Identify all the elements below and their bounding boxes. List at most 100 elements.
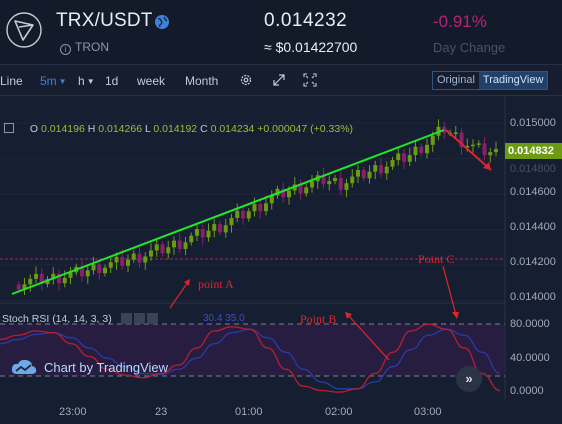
candle-body	[442, 126, 447, 133]
time-tick: 23	[155, 406, 168, 418]
tradingview-text: Chart by TradingView	[44, 359, 169, 375]
candle-body	[459, 132, 464, 148]
candle-body	[269, 195, 274, 204]
interval-5m-label: 5m	[40, 74, 57, 88]
candle-body	[310, 181, 314, 188]
arrow-point-c	[442, 265, 457, 316]
collapse-icon[interactable]	[4, 123, 14, 133]
candle-body	[212, 224, 217, 231]
candle-body	[16, 284, 21, 290]
candle-body	[183, 242, 188, 249]
arrow-point-b-head	[345, 312, 352, 319]
view-original-button[interactable]: Original	[437, 74, 475, 86]
candle-body	[413, 146, 418, 156]
candle-body	[304, 187, 309, 194]
candle-body	[321, 175, 326, 185]
tron-logo-icon	[6, 12, 42, 48]
current-price-tag: 0.014832	[505, 143, 562, 159]
candle-body	[476, 143, 481, 145]
candle-body	[177, 240, 182, 249]
chart-grid	[0, 122, 505, 301]
legend-change: +0.000047 (+0.33%)	[257, 123, 354, 135]
settings-icon[interactable]	[133, 313, 145, 324]
interval-hour[interactable]: h ▼	[78, 74, 95, 88]
pair-title: TRX/USDT	[56, 10, 153, 31]
scroll-to-realtime-button[interactable]: »	[456, 366, 482, 392]
ohlc-legend: O 0.014196 H 0.014266 L 0.014192 C 0.014…	[0, 123, 353, 135]
down-trend-arrowhead	[483, 162, 491, 170]
candle-body	[85, 270, 90, 277]
candle-body	[494, 149, 498, 153]
legend-low: 0.014192	[153, 123, 198, 135]
view-tradingview-button[interactable]: TradingView	[478, 72, 548, 89]
trend-line	[11, 129, 445, 295]
candle-body	[350, 176, 355, 184]
candle-body	[97, 264, 102, 274]
annotation-point-c: Point C	[418, 252, 455, 266]
close-icon[interactable]	[146, 313, 158, 324]
stoch-band	[0, 324, 505, 376]
candle-body	[453, 132, 458, 135]
candle-body	[419, 146, 424, 154]
candle-body	[281, 188, 286, 198]
candle-body	[200, 229, 205, 238]
stoch-tick: 80.0000	[510, 318, 550, 330]
chevron-down-icon: ▼	[58, 77, 67, 86]
candle-body	[206, 230, 211, 238]
globe-icon[interactable]	[154, 14, 170, 30]
candle-body	[120, 256, 125, 266]
interval-5m[interactable]: 5m ▼	[40, 74, 67, 88]
arrow-point-a	[169, 281, 189, 309]
candle-body	[103, 267, 107, 274]
legend-low-label: L	[144, 123, 151, 135]
info-icon[interactable]: i	[60, 44, 71, 55]
candle-body	[430, 135, 435, 145]
candle-body	[471, 144, 475, 147]
fullscreen-icon[interactable]	[303, 73, 317, 87]
candle-body	[22, 284, 27, 290]
candle-body	[80, 266, 84, 277]
interval-month[interactable]: Month	[185, 74, 219, 88]
candle-body	[166, 247, 171, 254]
arrow-point-b	[347, 314, 390, 361]
candle-body	[68, 272, 73, 278]
usd-price: ≈ $0.01422700	[264, 39, 358, 55]
ticker-header: TRX/USDT i TRON 0.014232 ≈ $0.01422700 -0…	[0, 0, 562, 64]
visibility-icon[interactable]	[120, 313, 132, 324]
candle-body	[390, 160, 395, 167]
candle-body	[45, 279, 50, 285]
candle-body	[126, 259, 130, 266]
settings-icon[interactable]	[239, 73, 253, 87]
network-name: TRON	[75, 40, 109, 54]
interval-line[interactable]: Line	[0, 74, 23, 88]
legend-open-label: O	[29, 123, 39, 135]
chart-toolbar: Line 5m ▼ h ▼ 1d week Month Original Tradi…	[0, 64, 562, 96]
price-tick: 0.014400	[510, 221, 556, 233]
tradingview-badge[interactable]: Chart by TradingView	[10, 354, 168, 380]
candle-body	[223, 225, 228, 233]
candle-body	[344, 183, 349, 190]
chart-panel[interactable]: Line 5m ▼ h ▼ 1d week Month Original Tradi…	[0, 64, 562, 424]
candle-body	[108, 262, 113, 268]
candle-body	[91, 264, 96, 271]
candle-body	[252, 204, 257, 212]
arrow-point-a-head	[184, 279, 190, 286]
legend-high-label: H	[87, 123, 96, 135]
interval-week[interactable]: week	[137, 74, 166, 88]
legend-close-label: C	[200, 123, 208, 135]
stoch-rsi-k-line	[0, 323, 501, 393]
candle-body	[287, 190, 291, 198]
candlestick-series	[16, 119, 498, 296]
candle-body	[465, 145, 470, 148]
stoch-tick: 0.0000	[510, 385, 544, 397]
price-tick: 0.014200	[510, 256, 556, 268]
price-chart-canvas[interactable]	[0, 64, 562, 424]
interval-1d[interactable]: 1d	[105, 74, 119, 88]
last-price: 0.014232	[264, 10, 348, 31]
expand-icon[interactable]	[272, 73, 286, 87]
down-trend-line	[445, 129, 492, 171]
stoch-rsi-label: Stoch RSI (14, 14, 3, 3)	[2, 313, 158, 325]
stoch-rsi-series	[0, 323, 501, 393]
time-tick: 01:00	[235, 406, 263, 418]
chevron-down-icon: ▼	[86, 77, 95, 86]
